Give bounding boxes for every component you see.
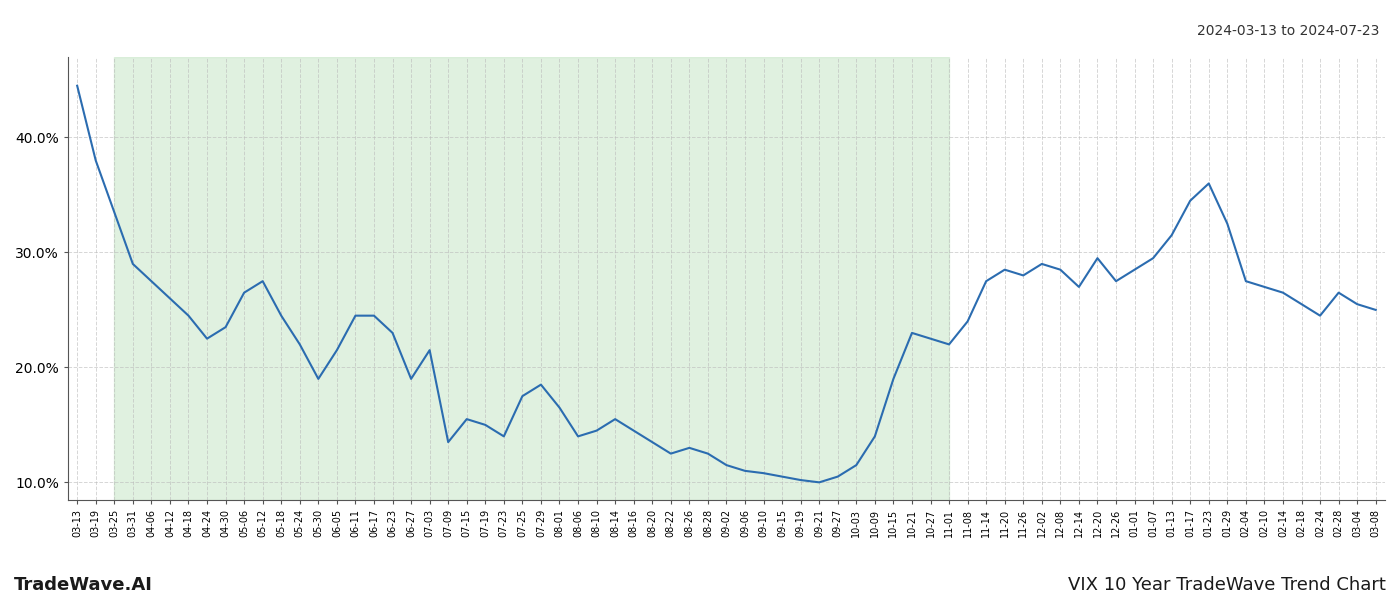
Bar [115, 57, 949, 500]
Text: VIX 10 Year TradeWave Trend Chart: VIX 10 Year TradeWave Trend Chart [1068, 576, 1386, 594]
Text: 2024-03-13 to 2024-07-23: 2024-03-13 to 2024-07-23 [1197, 24, 1379, 38]
Text: TradeWave.AI: TradeWave.AI [14, 576, 153, 594]
